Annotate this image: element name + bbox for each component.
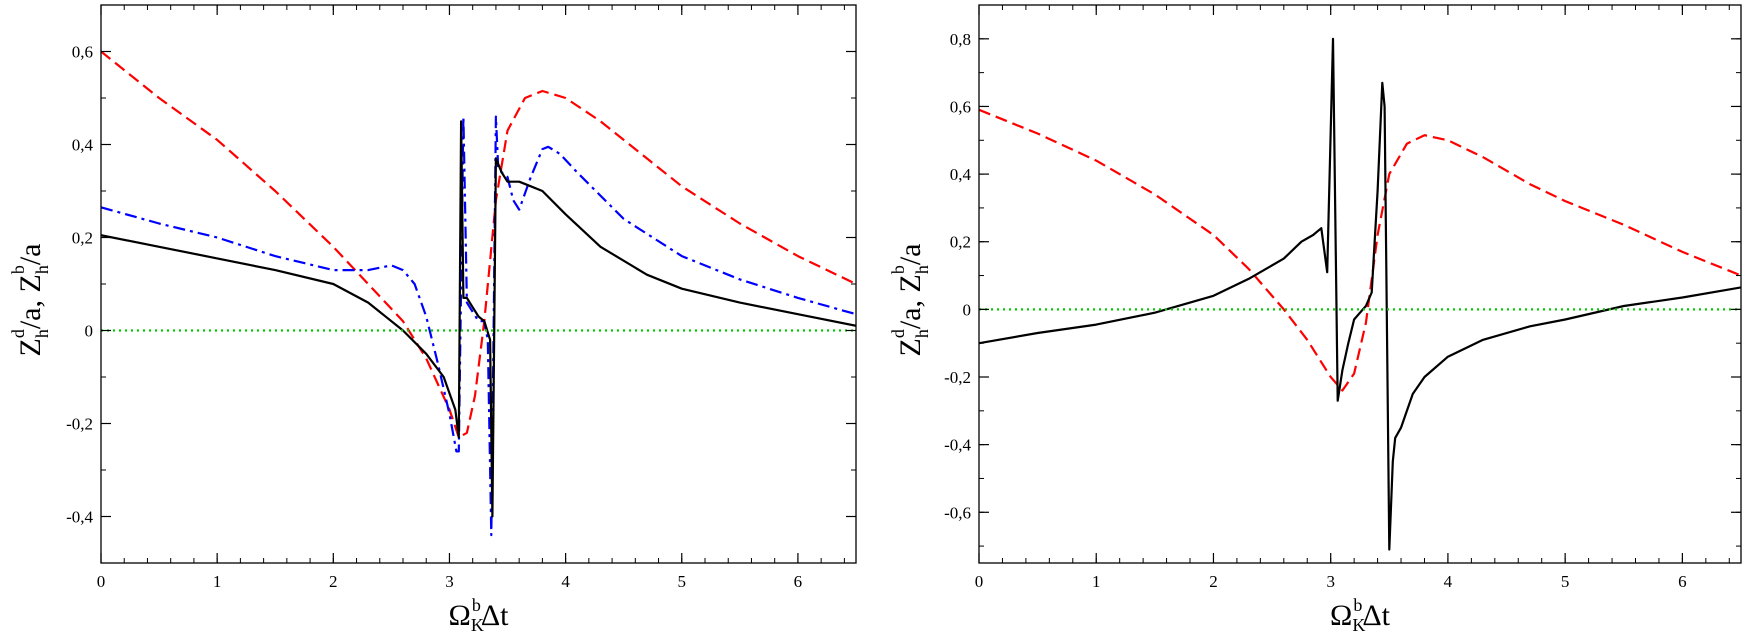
x-axis-title: ΩKbΔt (449, 595, 510, 635)
series-line-solid (979, 37, 1741, 551)
x-tick-label: 0 (975, 572, 984, 591)
y-tick-label: -0,2 (944, 368, 971, 387)
x-tick-label: 3 (1326, 572, 1335, 591)
x-tick-label: 1 (213, 572, 222, 591)
x-tick-label: 5 (678, 572, 687, 591)
series-line-solid (101, 120, 856, 518)
y-tick-label: 0,2 (950, 233, 971, 252)
x-tick-label: 6 (794, 572, 803, 591)
y-tick-label: 0,2 (72, 229, 93, 248)
x-tick-label: 4 (1444, 572, 1453, 591)
y-tick-label: 0,4 (950, 165, 972, 184)
series-line-dashed (101, 50, 856, 439)
plot-frame (100, 4, 857, 564)
y-tick-label: 0 (963, 300, 972, 319)
chart-panel-1: 0 1 2 3 4 5 6 -0,4 -0,2 0 0,2 0,4 0,6 ΩKbΔt Zhd/a, Zhb… (8, 4, 857, 635)
y-tick-label: -0,6 (944, 503, 971, 522)
y-tick-label: -0,2 (66, 415, 93, 434)
y-tick-label: 0 (85, 322, 94, 341)
y-axis-title: Zhd/a, Zhb/a (8, 244, 52, 357)
y-tick-label: 0,4 (72, 136, 94, 155)
chart-panel-2: 0 1 2 3 4 5 6 -0,6 -0,4 -0,2 0 0,2 0,4 0,6 0,8 ΩKbΔt Zhd… (888, 4, 1742, 635)
y-tick-label: 0,6 (72, 43, 93, 62)
y-tick-label: -0,4 (944, 436, 971, 455)
series-group (101, 50, 856, 537)
series-line-dashed (979, 108, 1741, 392)
x-tick-label: 1 (1092, 572, 1101, 591)
series-group (979, 37, 1741, 551)
x-tick-label: 6 (1678, 572, 1687, 591)
x-tick-label: 2 (329, 572, 338, 591)
y-tick-label: 0,8 (950, 30, 971, 49)
x-tick-label: 3 (445, 572, 454, 591)
y-tick-label: -0,4 (66, 508, 93, 527)
plot-frame (978, 4, 1742, 564)
x-tick-label: 4 (561, 572, 570, 591)
series-line-dashdot (101, 115, 856, 537)
y-axis-title: Zhd/a, Zhb/a (888, 244, 932, 357)
x-tick-label: 5 (1561, 572, 1570, 591)
x-axis-title: ΩKbΔt (1330, 595, 1391, 635)
x-tick-label: 0 (97, 572, 106, 591)
y-tick-label: 0,6 (950, 97, 971, 116)
x-tick-label: 2 (1209, 572, 1218, 591)
